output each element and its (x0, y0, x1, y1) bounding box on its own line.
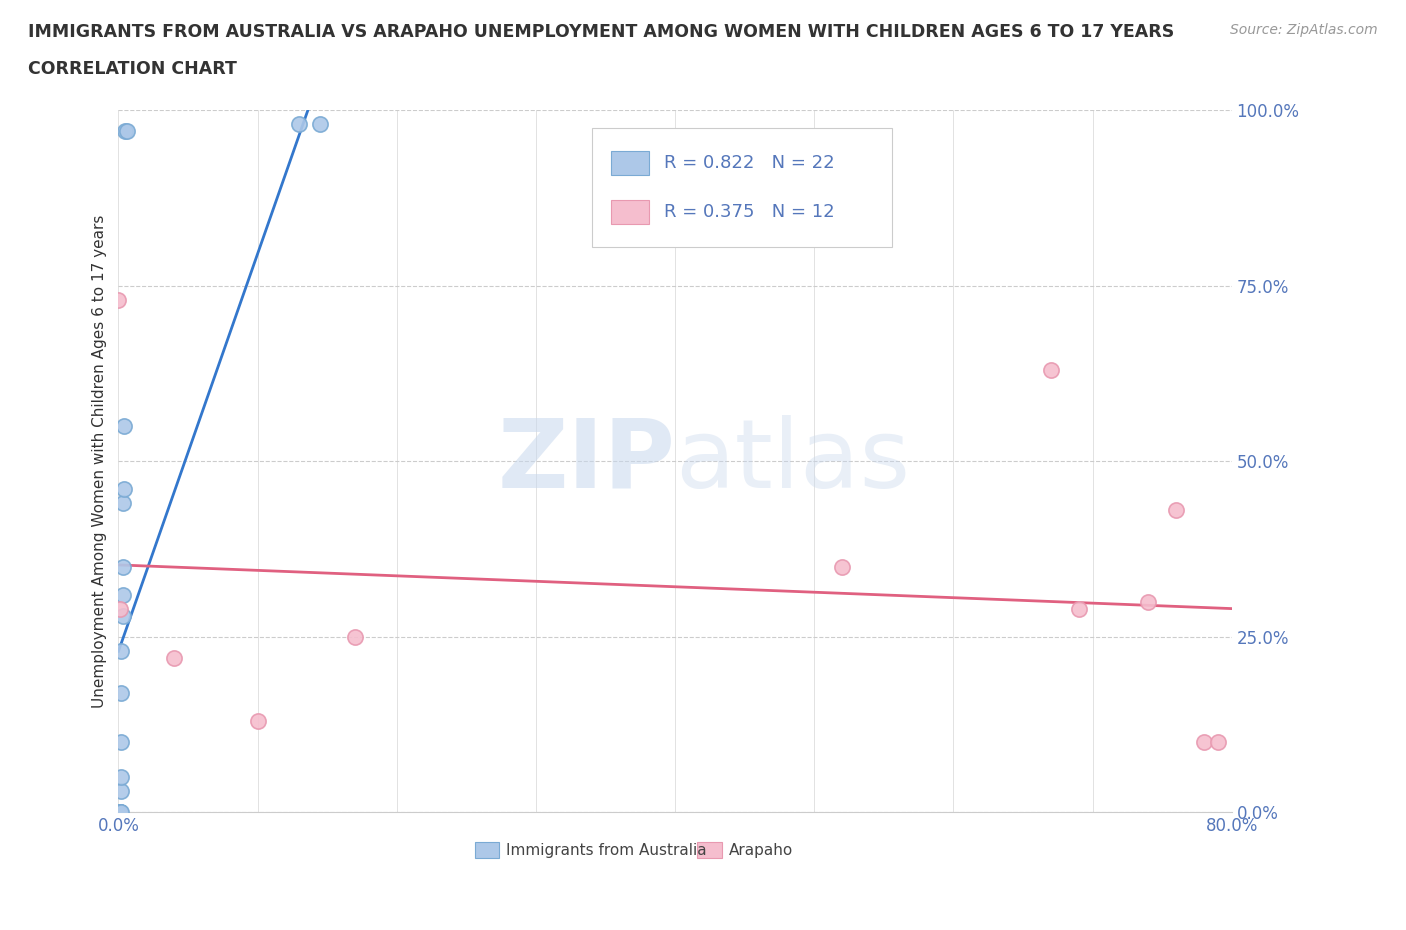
Point (108, 804, 131, 819)
Point (1164, 503, 1187, 518)
Point (111, 587, 134, 602)
Point (110, 784, 132, 799)
Point (112, 482, 135, 497)
Point (108, 804, 131, 819)
Point (246, 713, 269, 728)
Point (115, 124, 138, 139)
Text: ZIP: ZIP (498, 415, 675, 508)
Text: R = 0.822   N = 22: R = 0.822 N = 22 (664, 154, 835, 172)
Point (1206, 735, 1229, 750)
Point (108, 804, 131, 819)
Point (1039, 363, 1062, 378)
Text: Immigrants from Australia: Immigrants from Australia (506, 844, 706, 858)
Point (114, 124, 136, 139)
Point (111, 559, 134, 574)
Bar (475, 843, 499, 858)
Point (163, 650, 186, 665)
Text: Source: ZipAtlas.com: Source: ZipAtlas.com (1230, 23, 1378, 37)
Y-axis label: Unemployment Among Women with Children Ages 6 to 17 years: Unemployment Among Women with Children A… (93, 215, 107, 708)
Bar (610, 200, 650, 224)
Text: CORRELATION CHART: CORRELATION CHART (28, 60, 238, 78)
Point (110, 770, 132, 785)
Point (110, 804, 132, 819)
Point (288, 117, 311, 132)
Point (107, 804, 129, 819)
FancyBboxPatch shape (592, 128, 893, 247)
Bar (610, 151, 650, 175)
Point (1137, 594, 1160, 609)
Point (1067, 602, 1090, 617)
Text: IMMIGRANTS FROM AUSTRALIA VS ARAPAHO UNEMPLOYMENT AMONG WOMEN WITH CHILDREN AGES: IMMIGRANTS FROM AUSTRALIA VS ARAPAHO UNE… (28, 23, 1174, 41)
Point (111, 608, 134, 623)
Point (309, 117, 332, 132)
Point (110, 685, 132, 700)
Point (112, 418, 135, 433)
Point (110, 644, 132, 658)
Point (1192, 735, 1215, 750)
Text: Arapaho: Arapaho (728, 844, 793, 858)
Point (107, 292, 129, 307)
Point (108, 804, 131, 819)
Text: R = 0.375   N = 12: R = 0.375 N = 12 (664, 203, 835, 221)
Text: atlas: atlas (675, 415, 910, 508)
Point (344, 630, 367, 644)
Bar (697, 843, 721, 858)
Point (831, 559, 853, 574)
Point (108, 602, 131, 617)
Point (111, 496, 134, 511)
Point (110, 735, 132, 750)
Point (107, 804, 129, 819)
